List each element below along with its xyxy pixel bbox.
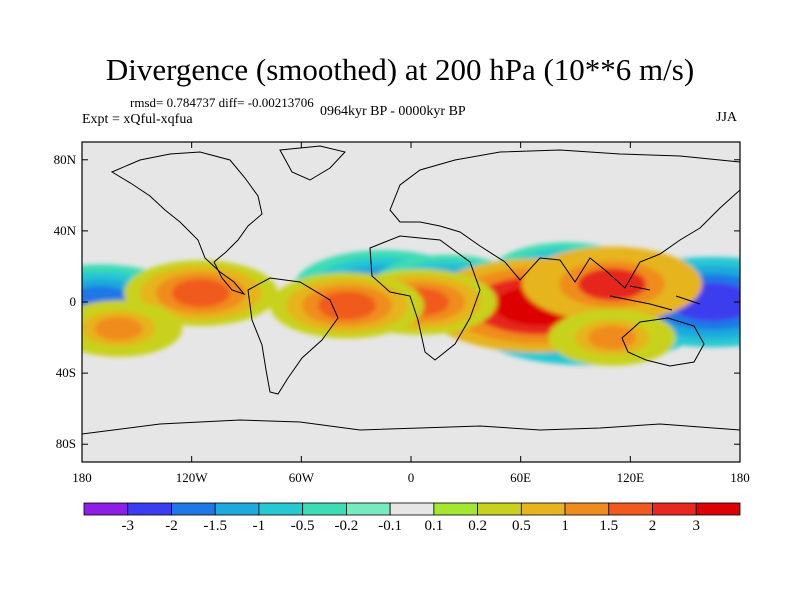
colorbar-label: -1.5 — [203, 518, 228, 534]
colorbar-label: 0.1 — [424, 518, 444, 534]
x-tick-label: 120W — [175, 470, 208, 485]
y-tick-label: 0 — [69, 294, 77, 309]
colorbar-label: 0.2 — [468, 518, 487, 534]
field-cell-12-ring-0 — [94, 316, 143, 341]
coast-maritime — [609, 285, 701, 311]
coast-south-america — [247, 277, 339, 395]
colorbar-label: -3 — [121, 518, 134, 534]
coast-australia — [621, 317, 705, 367]
coastlines — [82, 145, 740, 435]
field-cell-8-ring-0 — [578, 268, 647, 301]
colorbar-swatch — [127, 502, 172, 516]
y-tick-label: 40S — [55, 365, 76, 381]
colorbar-label: -1 — [252, 518, 266, 534]
field-cell-11-ring-0 — [171, 279, 230, 308]
colorbar-swatch — [258, 502, 304, 516]
colorbar-swatch — [171, 502, 216, 516]
colorbar-label: 0.5 — [511, 518, 531, 534]
colorbar-swatch — [302, 502, 347, 516]
x-tick-label: 60W — [288, 470, 314, 485]
period-label: 0964kyr BP - 0000kyr BP — [320, 104, 466, 119]
chart-title: Divergence (smoothed) at 200 hPa (10**6 … — [105, 52, 695, 87]
colorbar-swatch — [520, 502, 566, 516]
colorbar-label: -0.1 — [378, 518, 402, 534]
stats-line: rmsd= 0.784737 diff= -0.00213706 — [130, 95, 314, 110]
colorbar-label: 1.5 — [599, 518, 619, 534]
colorbar-label: 3 — [692, 518, 701, 534]
x-tick-label: 180 — [72, 470, 92, 485]
coast-north-america — [110, 151, 263, 296]
colorbar-swatch — [477, 502, 522, 516]
x-tick-label: 120E — [616, 470, 645, 485]
field-cell-13-ring-0 — [588, 325, 637, 350]
colorbar — [83, 502, 741, 516]
field-cell-10-ring-0 — [318, 291, 377, 320]
colorbar-label: 1 — [561, 518, 569, 534]
colorbar-swatch — [652, 502, 697, 516]
colorbar-label: -0.2 — [334, 518, 359, 534]
coast-greenland — [279, 145, 346, 181]
experiment-label: Expt = xQful-xqfua — [82, 112, 193, 127]
colorbar-label: 2 — [648, 518, 657, 534]
colorbar-swatch — [564, 502, 610, 516]
colorbar-swatch — [214, 502, 260, 516]
colorbar-swatch — [608, 502, 653, 516]
colorbar-swatch — [345, 502, 391, 516]
x-tick-label: 0 — [407, 470, 415, 485]
season-label: JJA — [716, 110, 738, 125]
colorbar-swatch — [433, 502, 478, 516]
coast-antarctica — [82, 419, 740, 435]
divergence-field — [82, 242, 740, 366]
y-tick-label: 40N — [53, 222, 76, 238]
x-tick-label: 180 — [730, 470, 750, 485]
coast-eurasia — [389, 149, 740, 289]
y-tick-label: 80N — [53, 151, 76, 167]
colorbar-swatch — [83, 502, 129, 516]
x-tick-label: 60E — [510, 470, 532, 485]
y-tick-label: 80S — [55, 436, 76, 452]
axis-ticks — [81, 142, 741, 462]
colorbar-label: -0.5 — [290, 518, 315, 534]
coast-africa — [369, 235, 481, 361]
colorbar-swatch — [389, 502, 435, 516]
colorbar-swatch — [695, 502, 741, 516]
colorbar-label: -2 — [165, 518, 178, 534]
